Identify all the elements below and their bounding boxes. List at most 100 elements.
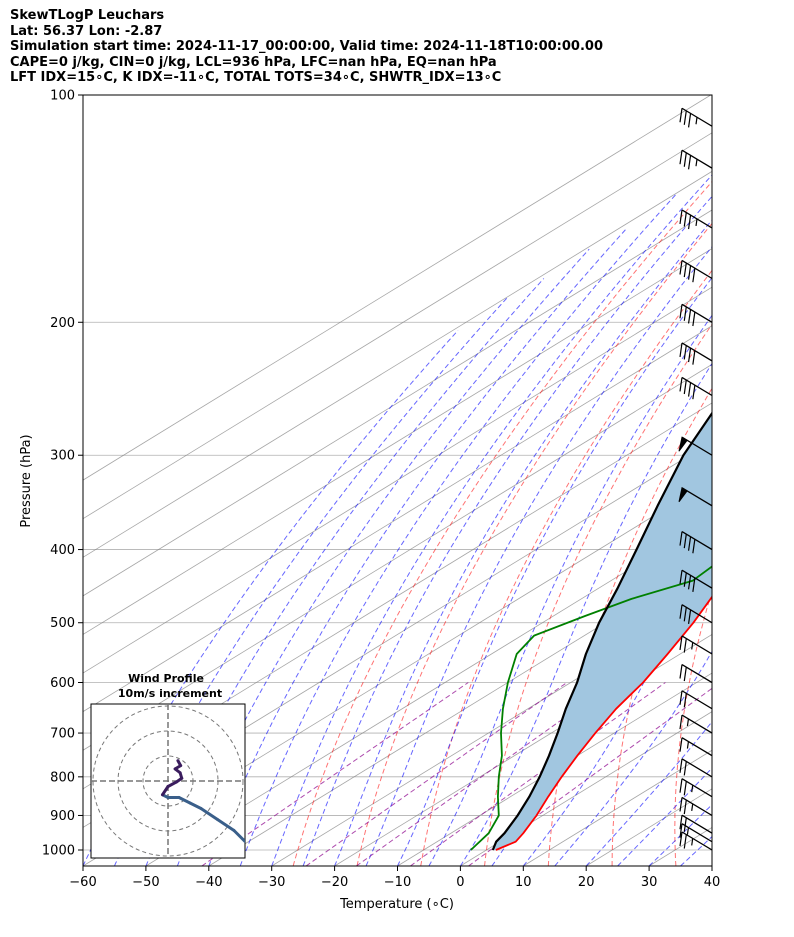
wind-barb-half — [686, 741, 690, 749]
wind-barb-half — [695, 218, 698, 227]
isotherm-line — [83, 95, 711, 481]
wind-barb-full — [679, 209, 683, 225]
y-tick-label: 300 — [50, 449, 75, 464]
parcel-shade-area — [492, 413, 712, 850]
wind-barb-staff — [681, 758, 712, 778]
x-tick-label: 40 — [704, 875, 721, 890]
mixing-ratio-lines — [201, 682, 712, 866]
wind-barb-full — [683, 817, 687, 832]
wind-barb-full — [687, 575, 692, 590]
moist-adiabat — [711, 865, 712, 866]
wind-barb-flag — [678, 436, 688, 452]
wind-barb-staff — [681, 814, 712, 834]
moist-adiabat — [459, 362, 712, 866]
y-tick-label: 100 — [50, 89, 75, 104]
wind-barb-staff — [681, 796, 712, 817]
title-indices-2: LFT IDX=15∘C, K IDX=-11∘C, TOTAL TOTS=34… — [10, 70, 502, 85]
x-tick-label: −50 — [132, 875, 159, 890]
dry-adiabat-lines — [292, 95, 794, 866]
title-station: SkewTLogP Leuchars — [10, 8, 165, 23]
hodograph-subtitle: 10m/s increment — [118, 687, 222, 700]
wind-barb-full — [679, 570, 683, 585]
wind-barb-full — [679, 797, 683, 812]
y-tick-label: 800 — [50, 770, 75, 785]
wind-barb-staff — [681, 259, 712, 280]
wind-barb-full — [679, 260, 683, 275]
isotherm-line — [334, 633, 712, 866]
dry-adiabat — [292, 180, 712, 866]
title-indices-1: CAPE=0 j/kg, CIN=0 j/kg, LCL=936 hPa, LF… — [10, 54, 497, 70]
wind-barb-half — [686, 718, 690, 726]
wind-barb-staff — [681, 778, 712, 798]
wind-barb-full — [679, 714, 683, 730]
wind-barb-staff — [681, 604, 712, 624]
isotherm-line — [83, 248, 712, 635]
wind-barb-staff — [681, 663, 712, 684]
moist-adiabat — [208, 227, 628, 866]
wind-barb-full — [679, 664, 683, 679]
y-tick-label: 200 — [50, 316, 75, 331]
moist-adiabat — [176, 248, 590, 866]
wind-barb-staff — [681, 690, 712, 710]
wind-barb-full — [683, 693, 687, 708]
wind-barb — [679, 814, 712, 834]
wind-barb-full — [683, 572, 687, 587]
wind-barb-full — [683, 607, 687, 622]
wind-barb-full — [679, 690, 683, 705]
hodograph-trace-segment — [216, 818, 236, 832]
title-times: Simulation start time: 2024-11-17_00:00:… — [10, 39, 603, 54]
x-axis-label: Temperature (∘C) — [339, 897, 454, 912]
wind-barb-full — [679, 604, 683, 619]
wind-barb-flag — [678, 486, 688, 503]
wind-barb-full — [683, 212, 687, 227]
hodograph-trace-segment — [161, 785, 170, 797]
dry-adiabat — [736, 95, 794, 866]
wind-barb — [679, 107, 712, 128]
wind-barb-full — [679, 377, 683, 392]
x-tick-label: 0 — [456, 875, 464, 890]
wind-barb — [679, 569, 712, 592]
wind-barb-full — [679, 758, 683, 773]
x-tick-label: −30 — [258, 875, 285, 890]
x-tick-label: 30 — [641, 875, 658, 890]
wind-barb-full — [683, 534, 687, 549]
mixing-ratio-line — [410, 682, 666, 866]
x-tick-label: 10 — [515, 875, 532, 890]
x-tick-label: −60 — [69, 875, 96, 890]
wind-barb-half — [691, 838, 694, 846]
wind-barb-full — [687, 215, 692, 230]
wind-barb-full — [687, 113, 692, 128]
hodograph-trace-segment — [199, 807, 219, 821]
wind-barb-full — [692, 268, 696, 283]
hodograph-trace-segment — [176, 759, 183, 768]
y-axis-label: Pressure (hPa) — [19, 434, 34, 527]
wind-barb-full — [679, 737, 683, 752]
wind-barb-full — [683, 834, 687, 849]
isotherm-line — [711, 865, 712, 866]
moist-adiabat — [617, 767, 712, 866]
moist-adiabat — [239, 193, 678, 866]
hodograph-trace-segment — [188, 801, 203, 810]
wind-barb-full — [687, 609, 692, 624]
y-tick-label: 1000 — [42, 844, 75, 859]
wind-barb-full — [687, 155, 692, 170]
wind-barb-full — [679, 815, 683, 830]
wind-barb-staff — [681, 342, 712, 362]
y-tick-label: 500 — [50, 616, 75, 631]
wind-barb-full — [692, 385, 696, 400]
wind-barb-staff — [681, 376, 712, 397]
isotherm-line — [271, 595, 712, 866]
wind-barb — [679, 635, 712, 655]
wind-barb-half — [695, 159, 698, 167]
mixing-ratio-line — [305, 682, 568, 866]
x-tick-label: −20 — [321, 875, 348, 890]
wind-barb — [679, 663, 712, 684]
wind-barb — [678, 436, 712, 456]
x-tick-label: −10 — [384, 875, 411, 890]
hodograph-title: Wind Profile — [128, 672, 204, 685]
isotherm-line — [83, 132, 712, 520]
title-location: Lat: 56.37 Lon: -2.87 — [10, 23, 163, 39]
wind-barb — [679, 778, 712, 798]
wind-barb-full — [683, 110, 687, 125]
